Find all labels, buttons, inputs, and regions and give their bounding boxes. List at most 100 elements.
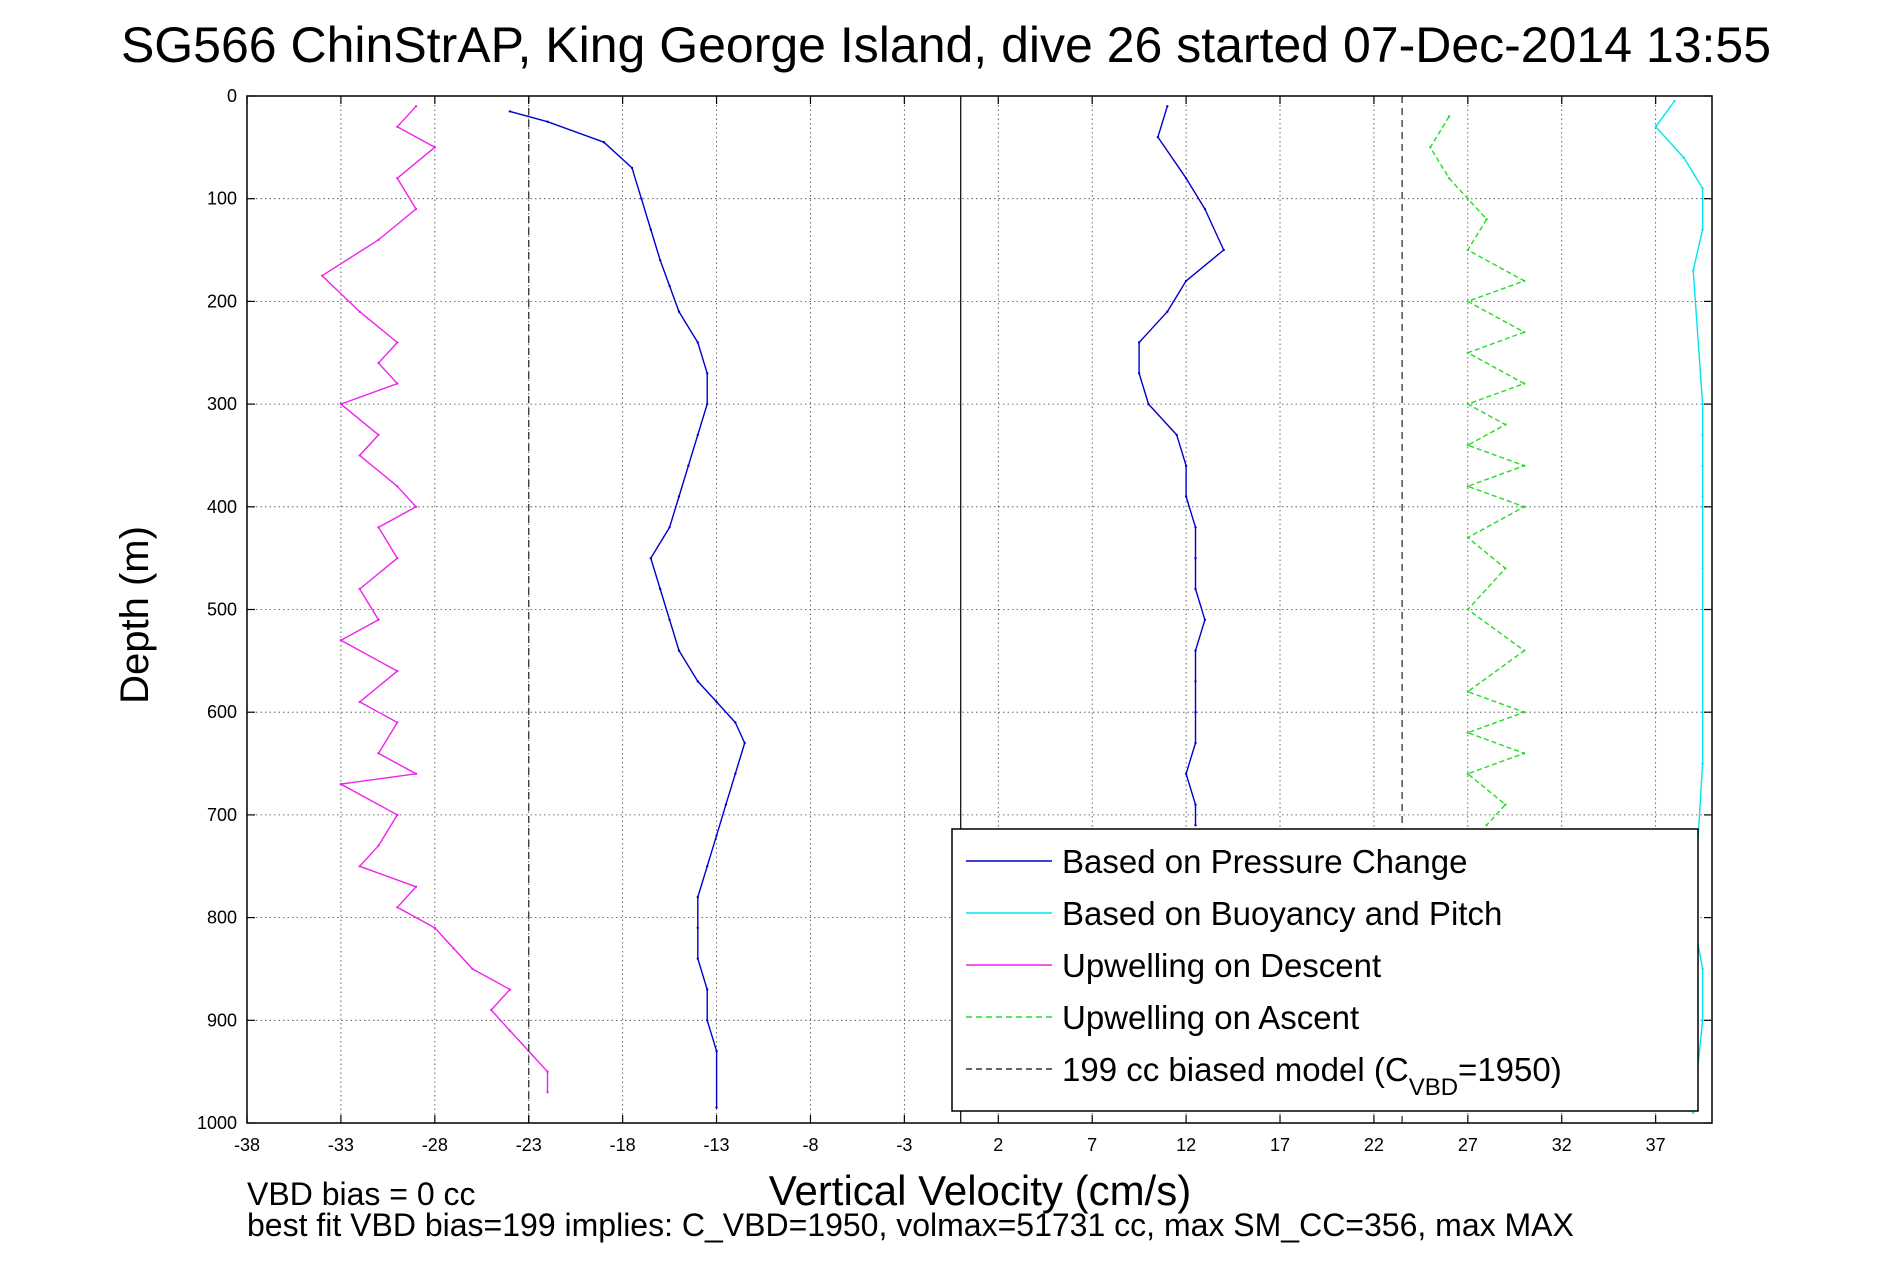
- data-point: [1466, 444, 1470, 447]
- data-point: [396, 485, 399, 488]
- data-point: [1194, 649, 1197, 652]
- y-tick-label: 300: [207, 394, 237, 414]
- data-point: [696, 680, 699, 683]
- data-point: [1184, 464, 1188, 467]
- data-point: [1466, 351, 1470, 354]
- data-point: [687, 464, 690, 467]
- data-point: [339, 639, 343, 642]
- data-point: [377, 844, 380, 847]
- x-tick-label: -13: [704, 1135, 730, 1155]
- data-point: [1466, 731, 1470, 734]
- data-point: [696, 895, 699, 899]
- data-point: [1523, 649, 1526, 652]
- data-point: [1523, 505, 1526, 508]
- legend-label: Upwelling on Descent: [1062, 947, 1381, 984]
- data-point: [508, 1029, 512, 1032]
- data-point: [1523, 752, 1526, 755]
- legend-box: [951, 828, 1699, 1112]
- data-point: [1682, 156, 1686, 159]
- x-tick-label: -23: [516, 1135, 542, 1155]
- data-point: [490, 1008, 493, 1012]
- series-based-on-pressure-change-ascent-: [1137, 105, 1225, 827]
- data-point: [696, 926, 699, 930]
- data-point: [1701, 762, 1704, 765]
- data-point: [1701, 495, 1704, 498]
- data-point: [1429, 146, 1432, 149]
- x-tick-label: 37: [1646, 1135, 1666, 1155]
- data-point: [1701, 464, 1704, 467]
- x-tick-label: 12: [1176, 1135, 1196, 1155]
- data-point: [1701, 1019, 1704, 1022]
- data-point: [734, 772, 737, 775]
- y-tick-label: 600: [207, 702, 237, 722]
- y-axis-ticks: 0 100 200 300 400 500 600 700 800 900 1000: [197, 86, 1712, 1133]
- data-point: [396, 721, 399, 724]
- data-point: [1194, 587, 1197, 591]
- x-tick-label: -3: [896, 1135, 912, 1155]
- x-tick-label: 22: [1364, 1135, 1384, 1155]
- data-point: [715, 834, 718, 837]
- data-point: [377, 526, 380, 529]
- data-point: [696, 957, 699, 960]
- x-tick-label: -18: [610, 1135, 636, 1155]
- data-point: [1701, 433, 1704, 437]
- data-point: [546, 1070, 549, 1073]
- data-point: [706, 402, 709, 406]
- data-point: [677, 310, 681, 313]
- data-point: [1692, 1111, 1695, 1114]
- data-point: [377, 752, 380, 755]
- x-tick-label: 7: [1087, 1135, 1097, 1155]
- data-point: [1447, 177, 1451, 180]
- data-point: [1137, 341, 1141, 344]
- data-point: [677, 649, 681, 652]
- chart-legend: Based on Pressure Change Based on Buoyanc…: [951, 828, 1699, 1112]
- data-point: [1466, 608, 1470, 611]
- data-point: [396, 125, 399, 128]
- legend-label: Based on Buoyancy and Pitch: [1062, 895, 1502, 932]
- data-point: [677, 495, 681, 498]
- data-point: [1194, 680, 1197, 683]
- series-upwelling-on-ascent: [1429, 115, 1526, 827]
- x-tick-label: 2: [993, 1135, 1003, 1155]
- data-point: [659, 259, 662, 262]
- data-point: [358, 454, 361, 457]
- data-point: [630, 166, 634, 170]
- y-tick-label: 400: [207, 497, 237, 517]
- data-point: [1147, 402, 1150, 406]
- data-point: [649, 557, 652, 560]
- data-point: [706, 1019, 709, 1022]
- y-tick-label: 900: [207, 1010, 237, 1030]
- data-point: [508, 988, 512, 991]
- data-point: [1175, 433, 1178, 437]
- data-point: [546, 1091, 549, 1094]
- data-point: [1194, 526, 1197, 529]
- data-point: [1466, 536, 1470, 539]
- data-point: [377, 618, 380, 621]
- data-point: [396, 341, 399, 344]
- data-point: [706, 988, 709, 991]
- series-line: [1138, 106, 1225, 826]
- data-point: [649, 228, 652, 231]
- data-point: [696, 341, 699, 344]
- data-point: [1523, 279, 1526, 283]
- data-point: [1466, 248, 1470, 252]
- data-point: [471, 967, 474, 971]
- data-point: [396, 669, 399, 673]
- x-tick-label: 27: [1458, 1135, 1478, 1155]
- data-point: [724, 803, 728, 806]
- data-point: [1184, 772, 1188, 775]
- y-tick-label: 200: [207, 291, 237, 311]
- legend-label: 199 cc biased model (CVBD=1950): [1062, 1051, 1562, 1101]
- x-tick-label: 17: [1270, 1135, 1290, 1155]
- data-point: [1701, 187, 1704, 190]
- data-point: [1466, 402, 1470, 406]
- data-point: [1466, 197, 1470, 200]
- data-point: [1485, 218, 1488, 221]
- data-point: [1504, 803, 1507, 806]
- data-point: [668, 618, 671, 621]
- vbd-bias-note: VBD bias = 0 cc: [247, 1176, 476, 1212]
- data-point: [414, 207, 418, 211]
- data-point: [1184, 177, 1188, 180]
- x-axis-ticks: -38 -33 -28 -23 -18 -13 -8 -3 2 7 12 17 22 27 32 37: [234, 96, 1666, 1155]
